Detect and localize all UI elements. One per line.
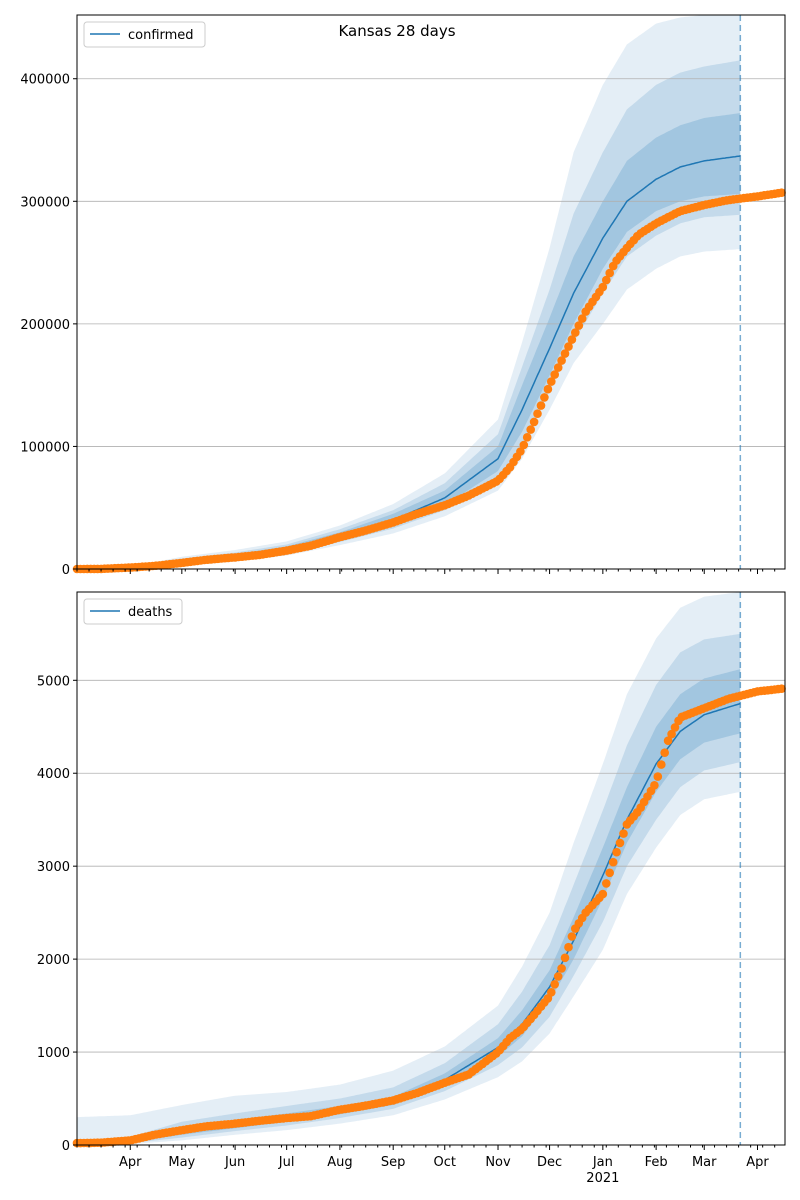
observed-point [605, 268, 614, 278]
observed-point [547, 377, 556, 386]
observed-point [602, 879, 611, 888]
x-tick-label: Sep [381, 1155, 406, 1170]
x-tick-label: May [168, 1155, 195, 1170]
y-tick-label: 4000 [37, 767, 70, 782]
x-tick-label: Dec [537, 1155, 562, 1170]
observed-point [663, 736, 673, 745]
legend-box [83, 21, 206, 48]
observed-point [522, 433, 532, 442]
y-tick-label: 2000 [37, 953, 70, 968]
x-year-label: 2021 [586, 1171, 619, 1186]
observed-point [657, 760, 666, 769]
observed-point [516, 447, 525, 456]
observed-point [526, 425, 535, 434]
observed-point [577, 314, 587, 323]
x-tick-label: Jun [224, 1155, 245, 1170]
observed-point [550, 370, 559, 379]
confirmed-axes-frame [76, 14, 786, 570]
y-tick-label: 300000 [20, 195, 70, 210]
observed-point [529, 417, 539, 427]
observed-point [602, 275, 611, 285]
y-tick-label: 200000 [20, 318, 70, 333]
observed-point [653, 772, 663, 781]
outer-95-band [77, 15, 741, 569]
deaths-uncertainty-bands [77, 592, 741, 1145]
observed-point [567, 932, 577, 941]
observed-point [543, 384, 553, 394]
x-tick-label: Oct [434, 1155, 456, 1170]
confirmed-y-axis: 0 100000 200000 300000 400000 [20, 73, 77, 578]
observed-point [612, 847, 621, 857]
observed-point [615, 838, 625, 848]
observed-point [670, 723, 680, 732]
observed-point [553, 363, 563, 372]
chart-title: Kansas 28 days [338, 22, 455, 40]
deaths-legend: deaths [83, 598, 183, 625]
x-tick-label: Jan [592, 1155, 613, 1170]
observed-point [560, 349, 570, 358]
observed-point [564, 942, 573, 952]
y-tick-label: 1000 [37, 1046, 70, 1061]
observed-point [777, 188, 786, 197]
outer-95-band [77, 592, 741, 1145]
y-tick-label: 400000 [20, 73, 70, 88]
x-tick-label: Aug [327, 1155, 352, 1170]
observed-point [519, 440, 529, 450]
observed-point [574, 321, 584, 330]
observed-point [557, 964, 566, 973]
observed-point [660, 748, 669, 757]
observed-point [608, 857, 618, 867]
observed-point [536, 401, 546, 410]
middle-80-band [77, 60, 741, 570]
observed-point [540, 393, 549, 402]
y-tick-label: 5000 [37, 674, 70, 689]
observed-point [598, 282, 608, 292]
observed-point [547, 988, 556, 997]
observed-point [557, 356, 566, 365]
inner-50-band [77, 669, 741, 1144]
y-tick-label: 0 [62, 1139, 70, 1154]
legend-label-confirmed: confirmed [128, 28, 194, 43]
observed-point [571, 328, 580, 337]
deaths-observed-points [72, 684, 786, 1148]
confirmed-x-axis [76, 569, 776, 574]
y-tick-label: 0 [62, 563, 70, 578]
deaths-panel: 0 1000 2000 3000 4000 5000 Apr May Jun Jul Aug Sep… [37, 591, 786, 1186]
observed-point [777, 684, 786, 693]
y-tick-label: 100000 [20, 440, 70, 455]
observed-point [560, 953, 570, 963]
observed-point [667, 729, 676, 739]
legend-label-deaths: deaths [128, 605, 173, 620]
x-tick-label: Nov [485, 1155, 511, 1170]
observed-point [598, 889, 608, 899]
confirmed-legend: confirmed [83, 21, 206, 48]
observed-point [564, 342, 573, 351]
observed-point [550, 980, 559, 989]
observed-point [553, 972, 563, 981]
observed-point [605, 868, 614, 878]
confirmed-panel: 0 100000 200000 300000 400000 confirmed Kans… [20, 14, 786, 578]
x-tick-label: Mar [692, 1155, 717, 1170]
middle-80-band [77, 633, 741, 1145]
x-tick-label: Feb [645, 1155, 668, 1170]
x-tick-label: Jul [278, 1155, 295, 1170]
observed-point [619, 829, 628, 838]
observed-point [567, 335, 577, 344]
y-tick-label: 3000 [37, 860, 70, 875]
deaths-gridlines [77, 679, 785, 1146]
legend-box [83, 598, 183, 625]
deaths-y-axis: 0 1000 2000 3000 4000 5000 [37, 674, 77, 1154]
x-tick-label: Apr [119, 1155, 142, 1170]
observed-point [650, 781, 659, 790]
inner-50-band [77, 113, 741, 569]
observed-point [533, 409, 542, 419]
x-tick-label: Apr [746, 1155, 769, 1170]
deaths-axes-frame [76, 591, 786, 1146]
deaths-x-axis: Apr May Jun Jul Aug Sep Oct Nov Dec Jan Feb Mar Apr 2… [76, 1145, 776, 1186]
confirmed-uncertainty-bands [77, 15, 741, 570]
